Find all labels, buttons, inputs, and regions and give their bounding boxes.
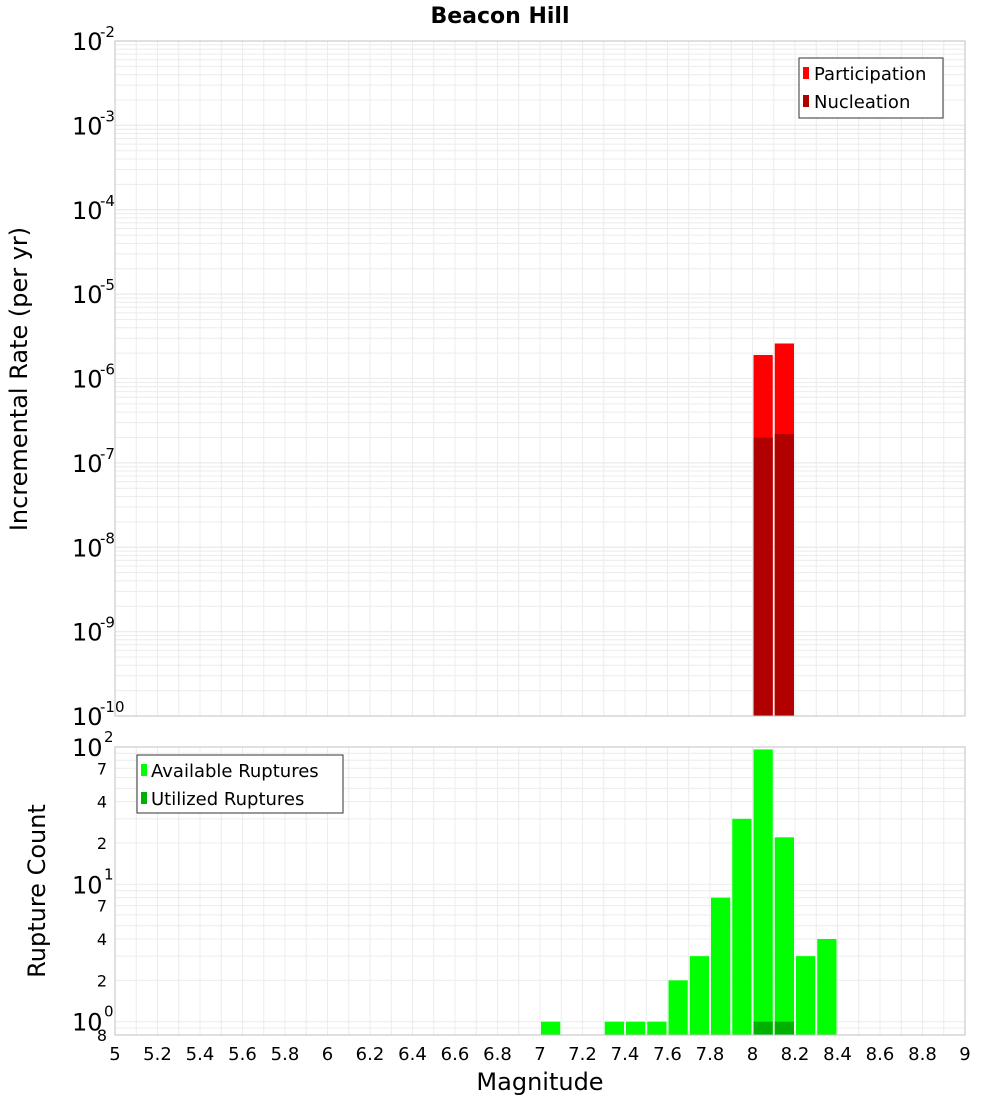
nucleation-legend-swatch (803, 95, 809, 107)
rupture-y-tick-exponent: 1 (104, 865, 114, 883)
x-tick-label: 7.8 (696, 1044, 725, 1065)
rupture-y-minor-tick: 8 (97, 1026, 107, 1045)
available-ruptures-bar (732, 818, 752, 1035)
rate-grid (114, 40, 966, 717)
x-tick-label: 5.8 (271, 1044, 300, 1065)
available-ruptures-bar (647, 1021, 667, 1035)
x-tick-labels: 5 5.2 5.4 5.6 5.8 6 6.2 6.4 6.6 6.8 7 7.2 7.4 7.6 7.8 8… (109, 1044, 970, 1065)
available-ruptures-bar (604, 1021, 624, 1035)
x-axis-label: Magnitude (476, 1068, 603, 1096)
x-tick-label: 8.2 (781, 1044, 810, 1065)
rate-y-tick-base: 10 (72, 703, 103, 731)
rate-y-axis-label: Incremental Rate (per yr) (5, 227, 33, 531)
x-tick-label: 6.6 (441, 1044, 470, 1065)
rate-y-tick-labels: 10-210-310-410-510-610-710-810-910-10 (72, 23, 125, 731)
rate-bars (753, 343, 794, 716)
rate-y-tick-base: 10 (72, 281, 103, 309)
available-legend-swatch (141, 764, 147, 776)
utilized-ruptures-bar (774, 1021, 794, 1035)
rate-y-tick-exponent: -10 (100, 698, 125, 716)
rate-y-tick-exponent: -3 (100, 107, 115, 125)
available-ruptures-bar (626, 1021, 646, 1035)
x-tick-label: 7.6 (653, 1044, 682, 1065)
x-tick-label: 8 (747, 1044, 758, 1065)
x-tick-label: 8.8 (908, 1044, 937, 1065)
rate-y-tick-exponent: -2 (100, 23, 115, 41)
available-ruptures-bar (689, 956, 709, 1035)
available-ruptures-bar (753, 749, 773, 1035)
rupture-legend: Available Ruptures Utilized Ruptures (136, 754, 344, 814)
rupture-legend-box (136, 754, 344, 814)
rupture-y-minor-tick: 7 (97, 759, 107, 778)
participation-legend-swatch (803, 67, 809, 79)
x-tick-label: 6.2 (356, 1044, 385, 1065)
rate-panel: 10-210-310-410-510-610-710-810-910-10 In… (5, 23, 966, 731)
rupture-y-axis-label: Rupture Count (23, 804, 51, 978)
utilized-ruptures-bar (753, 1021, 773, 1035)
available-ruptures-bar (796, 956, 816, 1035)
rate-y-tick-base: 10 (72, 619, 103, 647)
available-ruptures-bar (668, 980, 688, 1035)
rupture-bars (541, 749, 837, 1035)
nucleation-legend-label: Nucleation (814, 92, 910, 113)
rupture-y-tick-base: 10 (72, 1009, 103, 1037)
available-ruptures-bar (774, 837, 794, 1035)
rate-legend-box (798, 57, 944, 119)
x-tick-label: 6 (322, 1044, 333, 1065)
x-tick-label: 7 (534, 1044, 545, 1065)
rate-y-tick-base: 10 (72, 534, 103, 562)
chart-title: Beacon Hill (430, 4, 569, 29)
rupture-y-tick-exponent: 0 (104, 1003, 114, 1021)
x-tick-label: 7.2 (568, 1044, 597, 1065)
available-ruptures-bar (817, 939, 837, 1035)
rate-y-tick-exponent: -4 (100, 192, 115, 210)
rupture-y-minor-tick: 2 (97, 971, 107, 990)
rate-y-tick-base: 10 (72, 112, 103, 140)
participation-legend-label: Participation (814, 64, 926, 85)
x-tick-label: 6.4 (398, 1044, 427, 1065)
nucleation-bar (774, 433, 794, 716)
utilized-legend-swatch (141, 792, 147, 804)
utilized-legend-label: Utilized Ruptures (151, 789, 304, 810)
x-tick-label: 8.4 (823, 1044, 852, 1065)
rupture-y-minor-tick: 4 (97, 930, 107, 949)
rate-y-tick-base: 10 (72, 28, 103, 56)
x-tick-label: 5.2 (143, 1044, 172, 1065)
rate-plot-frame (114, 40, 966, 717)
rupture-y-tick-exponent: 2 (104, 728, 114, 746)
rupture-y-tick-base: 10 (72, 734, 103, 762)
x-tick-label: 8.6 (866, 1044, 895, 1065)
x-tick-label: 7.4 (611, 1044, 640, 1065)
rupture-grid (114, 746, 966, 1036)
rate-legend: Participation Nucleation (798, 57, 944, 119)
rate-y-tick-exponent: -5 (100, 276, 115, 294)
rate-y-tick-exponent: -6 (100, 361, 115, 379)
rupture-y-minor-tick: 7 (97, 897, 107, 916)
x-tick-label: 5.6 (228, 1044, 257, 1065)
x-tick-label: 9 (959, 1044, 970, 1065)
rate-y-tick-exponent: -9 (100, 614, 115, 632)
rate-y-tick-base: 10 (72, 366, 103, 394)
rupture-y-minor-tick: 4 (97, 793, 107, 812)
rupture-plot-frame (114, 746, 966, 1036)
rate-y-tick-exponent: -7 (100, 445, 115, 463)
x-tick-label: 6.8 (483, 1044, 512, 1065)
rupture-y-tick-base: 10 (72, 871, 103, 899)
x-tick-label: 5.4 (186, 1044, 215, 1065)
x-tick-label: 5 (109, 1044, 120, 1065)
rate-y-tick-base: 10 (72, 450, 103, 478)
available-ruptures-bar (541, 1021, 561, 1035)
available-legend-label: Available Ruptures (151, 761, 319, 782)
rate-y-tick-base: 10 (72, 197, 103, 225)
nucleation-bar (753, 437, 773, 716)
available-ruptures-bar (711, 897, 731, 1035)
rate-y-tick-exponent: -8 (100, 529, 115, 547)
rupture-y-minor-tick: 2 (97, 834, 107, 853)
